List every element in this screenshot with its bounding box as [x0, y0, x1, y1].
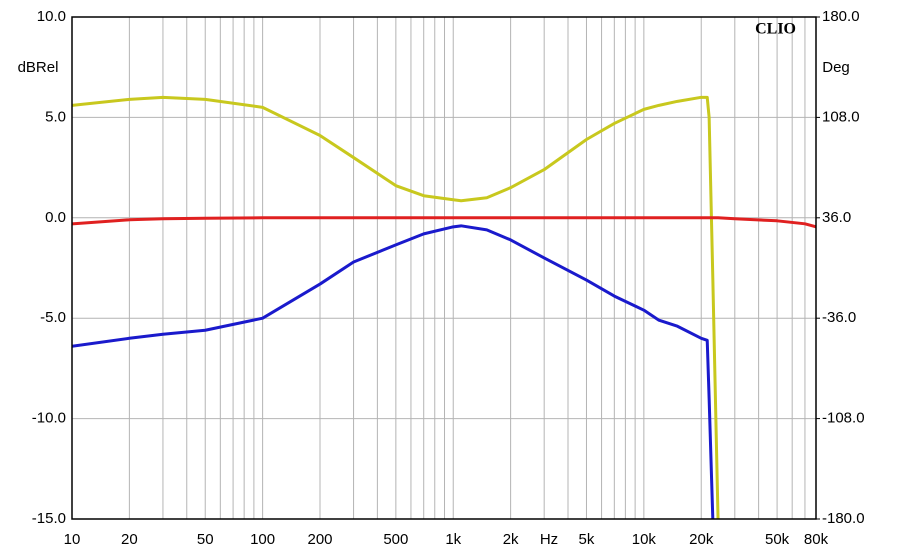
y2-tick-label: -36.0 [822, 309, 856, 326]
annotation: CLIO [755, 21, 796, 38]
lines [72, 95, 816, 519]
series-line [72, 216, 816, 229]
x-tick-label: 20 [121, 531, 138, 548]
x-tick-label: 10 [64, 531, 81, 548]
x-tick-label: 80k [804, 531, 829, 548]
plot-area [72, 17, 816, 519]
x-tick-label: 50 [197, 531, 214, 548]
x-tick-label: 2k [503, 531, 519, 548]
y2-tick-label: -180.0 [822, 510, 865, 527]
y-tick-label: -5.0 [40, 309, 66, 326]
y2-tick-label: 180.0 [822, 8, 860, 25]
y-tick-label: 0.0 [45, 209, 66, 226]
y2-tick-label: -108.0 [822, 410, 865, 427]
y-axis-label: dBRel [18, 59, 59, 76]
y-tick-label: 5.0 [45, 108, 66, 125]
series-line [72, 224, 715, 519]
y2-tick-label: 108.0 [822, 108, 860, 125]
y-tick-label: -10.0 [32, 410, 66, 427]
x-tick-label: 10k [632, 531, 657, 548]
x-tick-label: 5k [579, 531, 595, 548]
y-tick-label: -15.0 [32, 510, 66, 527]
x-tick-label: 50k [765, 531, 790, 548]
y2-axis-label: Deg [822, 59, 850, 76]
x-tick-label: 500 [383, 531, 408, 548]
x-tick-label: 200 [307, 531, 332, 548]
x-tick-label: 1k [445, 531, 461, 548]
y2-tick-label: 36.0 [822, 209, 851, 226]
x-tick-label: 20k [689, 531, 714, 548]
x-axis-label: Hz [540, 531, 558, 548]
plot-border [71, 16, 817, 520]
x-tick-label: 100 [250, 531, 275, 548]
series-line [72, 95, 720, 519]
y-tick-label: 10.0 [37, 8, 66, 25]
